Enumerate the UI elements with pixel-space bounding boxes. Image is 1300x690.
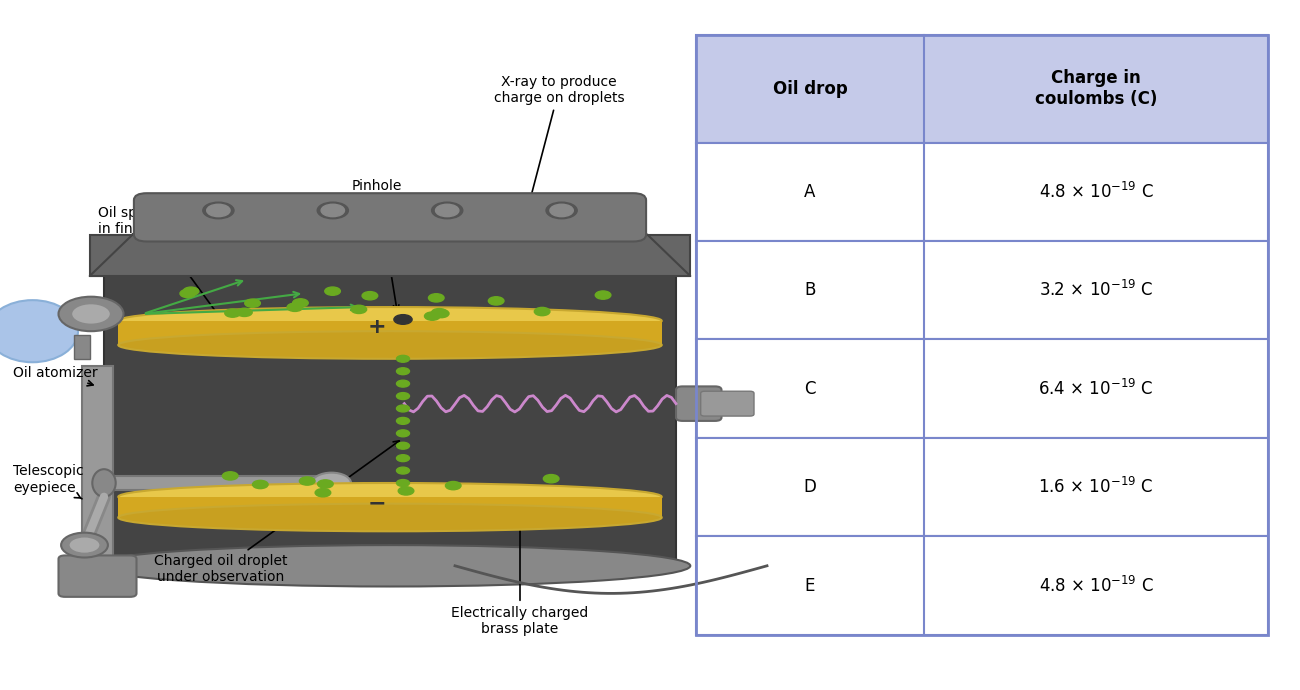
Text: Oil atomizer: Oil atomizer	[13, 366, 98, 386]
Text: D: D	[803, 478, 816, 496]
FancyBboxPatch shape	[118, 321, 662, 345]
Circle shape	[317, 202, 348, 219]
Circle shape	[315, 489, 330, 497]
FancyBboxPatch shape	[74, 335, 90, 359]
FancyBboxPatch shape	[696, 536, 1268, 635]
Circle shape	[183, 287, 199, 295]
Circle shape	[325, 287, 341, 295]
FancyBboxPatch shape	[90, 235, 690, 276]
Text: X-ray to produce
charge on droplets: X-ray to produce charge on droplets	[494, 75, 624, 233]
Circle shape	[252, 480, 268, 489]
Text: 1.6 × 10$^{-19}$ C: 1.6 × 10$^{-19}$ C	[1039, 477, 1153, 497]
FancyBboxPatch shape	[701, 391, 754, 416]
Ellipse shape	[118, 331, 662, 359]
Circle shape	[299, 477, 315, 485]
Circle shape	[351, 305, 367, 313]
Ellipse shape	[118, 504, 662, 531]
Circle shape	[446, 482, 462, 490]
FancyBboxPatch shape	[696, 339, 1268, 438]
Text: Oil sprayed
in fine droplets: Oil sprayed in fine droplets	[98, 206, 225, 324]
FancyBboxPatch shape	[696, 34, 1268, 143]
Circle shape	[396, 430, 410, 437]
Circle shape	[222, 472, 238, 480]
Circle shape	[432, 202, 463, 219]
Circle shape	[203, 202, 234, 219]
Circle shape	[207, 204, 230, 217]
Text: Charge in
coulombs (C): Charge in coulombs (C)	[1035, 69, 1157, 108]
Circle shape	[72, 304, 110, 324]
Circle shape	[546, 202, 577, 219]
Circle shape	[317, 480, 333, 488]
Text: Telescopic
eyepiece: Telescopic eyepiece	[13, 464, 83, 499]
FancyBboxPatch shape	[696, 143, 1268, 241]
Circle shape	[69, 537, 100, 553]
Circle shape	[595, 291, 611, 299]
Ellipse shape	[92, 469, 116, 497]
Text: Pinhole: Pinhole	[352, 179, 402, 310]
Circle shape	[287, 303, 303, 311]
FancyBboxPatch shape	[676, 386, 722, 421]
Circle shape	[396, 405, 410, 412]
Circle shape	[489, 297, 504, 305]
Circle shape	[396, 380, 410, 387]
Circle shape	[436, 204, 459, 217]
Ellipse shape	[118, 483, 662, 511]
FancyBboxPatch shape	[134, 193, 646, 242]
Circle shape	[396, 393, 410, 400]
Text: 4.8 × 10$^{-19}$ C: 4.8 × 10$^{-19}$ C	[1039, 575, 1153, 595]
FancyBboxPatch shape	[58, 555, 136, 597]
Polygon shape	[90, 235, 690, 276]
Ellipse shape	[90, 545, 690, 586]
Circle shape	[396, 368, 410, 375]
Text: Electrically charged
brass plate: Electrically charged brass plate	[451, 515, 589, 636]
Text: 6.4 × 10$^{-19}$ C: 6.4 × 10$^{-19}$ C	[1039, 379, 1153, 399]
Text: Oil drop: Oil drop	[772, 79, 848, 97]
FancyBboxPatch shape	[82, 366, 113, 573]
FancyBboxPatch shape	[118, 497, 662, 518]
Circle shape	[398, 486, 413, 495]
Circle shape	[396, 480, 410, 486]
Circle shape	[396, 417, 410, 424]
Text: 3.2 × 10$^{-19}$ C: 3.2 × 10$^{-19}$ C	[1039, 280, 1153, 300]
Circle shape	[58, 297, 124, 331]
Circle shape	[396, 355, 410, 362]
Circle shape	[394, 315, 412, 324]
Circle shape	[292, 299, 308, 307]
FancyBboxPatch shape	[696, 438, 1268, 536]
Circle shape	[543, 475, 559, 483]
Circle shape	[396, 455, 410, 462]
Text: E: E	[805, 577, 815, 595]
Text: C: C	[805, 380, 815, 397]
Circle shape	[244, 299, 260, 307]
Circle shape	[432, 308, 447, 317]
Circle shape	[433, 309, 448, 317]
FancyBboxPatch shape	[104, 262, 676, 566]
Circle shape	[534, 308, 550, 316]
Circle shape	[550, 204, 573, 217]
FancyBboxPatch shape	[696, 241, 1268, 339]
Text: Charged oil droplet
under observation: Charged oil droplet under observation	[155, 441, 399, 584]
Text: 4.8 × 10$^{-19}$ C: 4.8 × 10$^{-19}$ C	[1039, 181, 1153, 202]
Ellipse shape	[0, 300, 78, 362]
Circle shape	[429, 294, 445, 302]
FancyBboxPatch shape	[98, 476, 332, 490]
Circle shape	[179, 289, 195, 297]
Text: −: −	[368, 494, 386, 513]
Ellipse shape	[118, 307, 662, 335]
Circle shape	[396, 442, 410, 449]
Circle shape	[396, 467, 410, 474]
Circle shape	[237, 308, 252, 317]
Circle shape	[321, 204, 345, 217]
Circle shape	[225, 309, 240, 317]
Text: B: B	[805, 282, 815, 299]
Circle shape	[61, 533, 108, 558]
Text: +: +	[368, 317, 386, 337]
Text: A: A	[805, 183, 815, 201]
Circle shape	[425, 312, 441, 320]
Circle shape	[312, 473, 351, 493]
Circle shape	[363, 292, 378, 300]
